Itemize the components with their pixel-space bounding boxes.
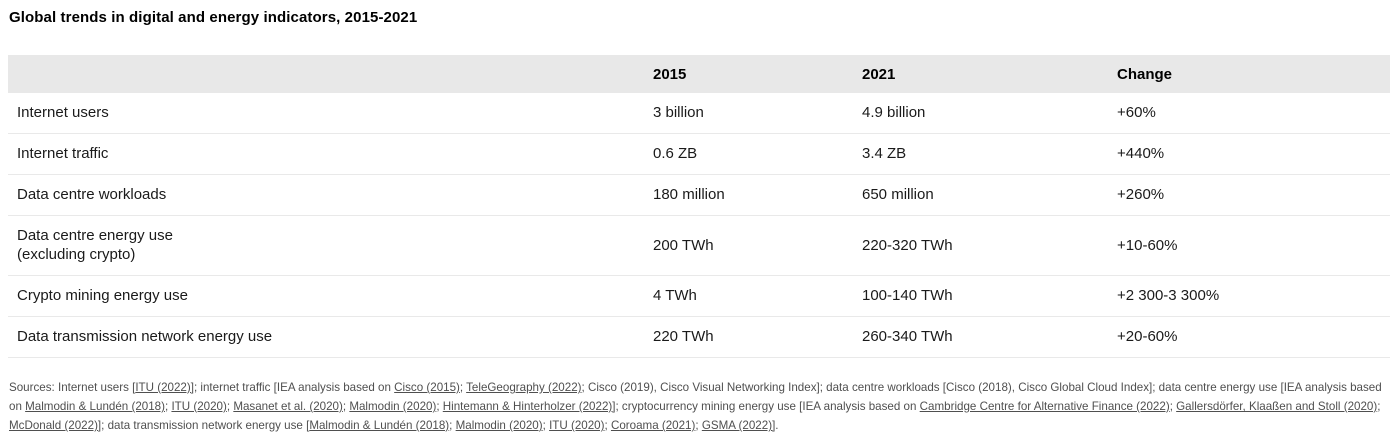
sources-text-segment: ;: [542, 419, 550, 432]
source-link[interactable]: Cisco (2015): [394, 381, 460, 394]
row-label-text: Data centre workloads: [17, 186, 167, 203]
source-link[interactable]: TeleGeography (2022): [466, 381, 582, 394]
sources-text-segment: .: [775, 419, 779, 432]
sources-text-segment: ;: [604, 419, 611, 432]
value-change: +10-60%: [1117, 215, 1390, 276]
row-label: Data transmission network energy use: [8, 316, 653, 358]
sources-text-segment: ;: [1377, 400, 1381, 413]
table-header-row: 2015 2021 Change: [8, 55, 1390, 93]
sources-text-segment: ; Cisco (2019), Cisco Visual Networking …: [9, 381, 1382, 413]
row-label-text: Internet traffic: [17, 145, 109, 162]
table-row: Internet traffic 0.6 ZB 3.4 ZB +440%: [8, 133, 1390, 175]
row-label-text: Data transmission network energy use: [17, 328, 273, 345]
value-change: +260%: [1117, 174, 1390, 216]
row-sublabel-text: (excluding crypto): [17, 246, 136, 263]
table-row: Internet users 3 billion 4.9 billion +60…: [8, 93, 1390, 134]
row-label: Data centre energy use (excluding crypto): [8, 215, 653, 276]
sources-text-segment: ;: [449, 419, 456, 432]
column-header-indicator: [8, 55, 653, 93]
row-label: Internet users: [8, 93, 653, 134]
sources-text-segment: ; data transmission network energy use [: [101, 419, 310, 432]
source-link[interactable]: Masanet et al. (2020): [233, 400, 343, 413]
table-row: Data centre workloads 180 million 650 mi…: [8, 174, 1390, 216]
table-row: Data centre energy use (excluding crypto)…: [8, 215, 1390, 276]
indicators-table: 2015 2021 Change Internet users 3 billio…: [8, 55, 1390, 358]
source-link[interactable]: Malmodin (2020): [455, 419, 543, 432]
value-2021: 220-320 TWh: [862, 215, 1117, 276]
row-label: Internet traffic: [8, 133, 653, 175]
sources-text-segment: ;: [436, 400, 443, 413]
row-label-text: Internet users: [17, 104, 109, 121]
table-row: Data transmission network energy use 220…: [8, 316, 1390, 358]
source-link[interactable]: ITU (2022)]: [135, 381, 194, 394]
value-2015: 180 million: [653, 174, 862, 216]
value-2021: 100-140 TWh: [862, 275, 1117, 317]
page-title: Global trends in digital and energy indi…: [9, 9, 418, 26]
source-link[interactable]: Malmodin & Lundén (2018): [309, 419, 450, 432]
source-link[interactable]: Cambridge Centre for Alternative Finance…: [919, 400, 1170, 413]
source-link[interactable]: GSMA (2022)]: [701, 419, 776, 432]
source-link[interactable]: Malmodin (2020): [349, 400, 437, 413]
value-2015: 0.6 ZB: [653, 133, 862, 175]
value-2021: 3.4 ZB: [862, 133, 1117, 175]
value-change: +20-60%: [1117, 316, 1390, 358]
source-link[interactable]: ITU (2020): [171, 400, 227, 413]
source-link[interactable]: Malmodin & Lundén (2018): [25, 400, 165, 413]
sources-text-segment: ;: [342, 400, 350, 413]
row-label-text: Data centre energy use: [17, 227, 173, 244]
value-2015: 4 TWh: [653, 275, 862, 317]
value-2021: 260-340 TWh: [862, 316, 1117, 358]
row-label: Data centre workloads: [8, 174, 653, 216]
value-2015: 3 billion: [653, 93, 862, 134]
value-change: +2 300-3 300%: [1117, 275, 1390, 317]
sources-footnote: Sources: Internet users [ITU (2022)]; in…: [9, 378, 1390, 435]
table-row: Crypto mining energy use 4 TWh 100-140 T…: [8, 275, 1390, 317]
sources-text-segment: ;: [226, 400, 234, 413]
value-change: +60%: [1117, 93, 1390, 134]
source-link[interactable]: Gallersdörfer, Klaaßen and Stoll (2020): [1176, 400, 1378, 413]
sources-text-segment: ;: [695, 419, 702, 432]
source-link[interactable]: Hintemann & Hinterholzer (2022)]: [442, 400, 616, 413]
value-change: +440%: [1117, 133, 1390, 175]
sources-text-segment: ;: [459, 381, 467, 394]
column-header-2021: 2021: [862, 55, 1117, 93]
source-link[interactable]: ITU (2020): [549, 419, 605, 432]
source-link[interactable]: Coroama (2021): [610, 419, 696, 432]
value-2021: 650 million: [862, 174, 1117, 216]
sources-text-segment: Sources: Internet users [: [9, 381, 136, 394]
value-2015: 200 TWh: [653, 215, 862, 276]
value-2021: 4.9 billion: [862, 93, 1117, 134]
column-header-2015: 2015: [653, 55, 862, 93]
row-label: Crypto mining energy use: [8, 275, 653, 317]
value-2015: 220 TWh: [653, 316, 862, 358]
source-link[interactable]: McDonald (2022)]: [9, 419, 102, 432]
sources-text-segment: ;: [1169, 400, 1177, 413]
sources-text-segment: ; cryptocurrency mining energy use [IEA …: [615, 400, 920, 413]
column-header-change: Change: [1117, 55, 1390, 93]
row-label-text: Crypto mining energy use: [17, 287, 188, 304]
sources-text-segment: ; internet traffic [IEA analysis based o…: [193, 381, 395, 394]
sources-text-segment: ;: [164, 400, 172, 413]
